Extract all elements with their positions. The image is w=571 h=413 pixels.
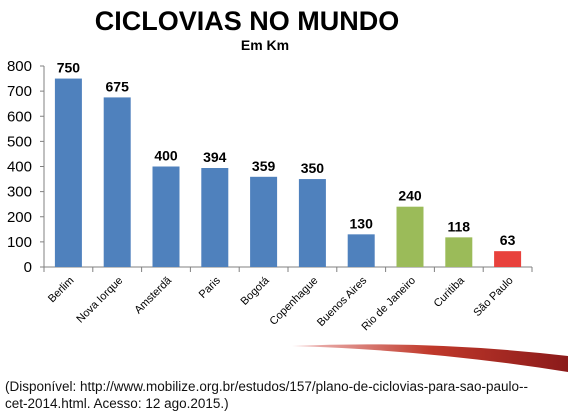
bar [201,168,229,267]
bar-value-label: 118 [448,218,471,234]
bar-value-label: 400 [154,148,178,164]
bar-value-label: 750 [57,60,81,76]
source-line-2: cet-2014.html. Acesso: 12 ago.2015.) [5,396,229,411]
value-labels: 750 675 400 394 359 350 130 240 118 63 [57,60,516,249]
chart-subtitle: Em Km [241,37,289,53]
y-tick-label: 200 [7,209,32,226]
category-label: Buenos Aires [315,274,370,329]
bar [494,251,522,267]
y-tick-label: 100 [7,234,32,251]
category-label: Berlim [46,275,77,306]
category-label: Curitiba [432,274,468,310]
bar-value-label: 359 [252,158,276,174]
y-tick-label: 500 [7,133,32,150]
bar [152,166,180,267]
y-tick-label: 0 [24,259,32,276]
bar-value-label: 130 [350,215,374,231]
y-tick-label: 700 [7,83,32,100]
bar [347,234,375,267]
bar-value-label: 394 [203,149,227,165]
bar-value-label: 240 [398,188,422,204]
bar [54,78,82,267]
y-tick-label: 600 [7,108,32,125]
y-axis: 0 100 200 300 400 500 600 700 800 [7,58,45,276]
category-label: São Paulo [471,275,515,319]
source-line-1: (Disponível: http://www.mobilize.org.br/… [5,379,528,394]
bar [396,206,424,267]
decorative-swoosh [292,344,568,372]
bar-value-label: 675 [106,78,130,94]
source-citation: (Disponível: http://www.mobilize.org.br/… [5,378,565,412]
y-tick-label: 300 [7,184,32,201]
category-label: Nova Iorque [74,275,125,326]
category-label: Copenhague [267,275,320,328]
chart-title: CICLOVIAS NO MUNDO [95,6,400,36]
bar [250,176,278,267]
bar [103,97,131,267]
category-label: Bogotá [239,274,273,308]
bar [445,237,473,267]
x-axis [43,266,533,272]
bar-value-label: 350 [301,160,325,176]
bar-value-label: 63 [500,232,516,248]
bar [298,179,326,267]
y-tick-label: 400 [7,159,32,176]
bars [54,78,522,267]
category-label: Amsterdã [132,274,174,316]
y-tick-label: 800 [7,58,32,75]
category-label: Paris [197,274,224,301]
